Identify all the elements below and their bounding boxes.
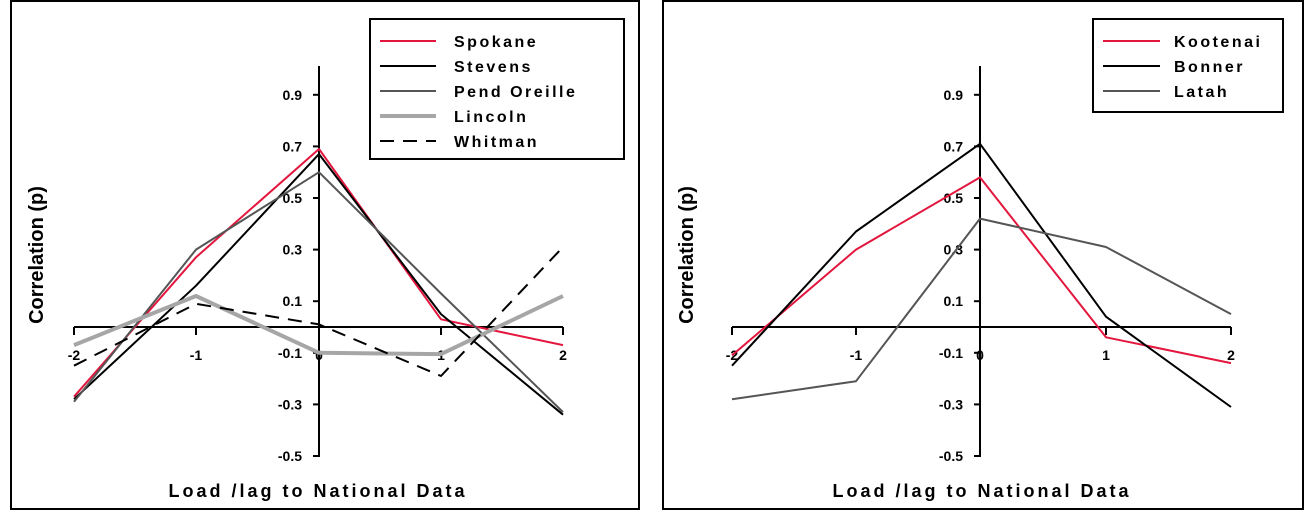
series-line-spokane <box>73 148 564 398</box>
x-tick-label: -2 <box>68 347 81 363</box>
legend-label-spokane: Spokane <box>454 34 538 51</box>
x-tick-label: 1 <box>1102 347 1110 363</box>
plot-area: 0.90.70.50.30.1-0.1-0.3-0.5-2 -1 0 1 2 <box>726 66 1235 464</box>
x-axis-title: Load /lag to National Data <box>168 481 467 501</box>
y-tick-label: 0.9 <box>944 87 964 103</box>
legend-label-lincoln: Lincoln <box>454 109 528 126</box>
series-line-bonner <box>731 142 1232 408</box>
y-tick-label: 0.5 <box>283 190 303 206</box>
y-tick-label: 0.7 <box>944 138 964 154</box>
y-tick-label: 0.9 <box>283 87 303 103</box>
x-tick-label: 2 <box>559 347 567 363</box>
x-tick-label: 2 <box>1227 347 1235 363</box>
legend: Spokane Stevens Pend Oreille Lincoln Whitman <box>369 18 625 160</box>
y-tick-label: -0.1 <box>939 345 963 361</box>
y-tick-label: 0.1 <box>283 293 303 309</box>
chart-panel-left: 0.9 0.7 0.5 0.3 0.1 -0.1 -0.3 -0.5 -2 -1 0 1 2 Corre… <box>0 0 640 510</box>
x-tick-label: 0 <box>976 347 984 363</box>
x-axis-title: Load /lag to National Data <box>832 481 1131 501</box>
x-tick-label: 0 <box>315 347 323 363</box>
y-tick-label: -0.5 <box>278 448 302 464</box>
legend-label-pend-oreille: Pend Oreille <box>454 84 577 101</box>
y-axis-title: Correlation (p) <box>676 186 698 324</box>
series-line-latah <box>731 217 1232 401</box>
series-line-whitman <box>73 246 564 377</box>
y-tick-label: 0.1 <box>944 293 964 309</box>
plot-area: 0.90.70.50.30.1-0.1-0.3-0.5-2 -1 0 1 2 <box>68 66 567 464</box>
series-line-stevens <box>73 153 564 416</box>
y-tick-label: -0.1 <box>278 345 302 361</box>
y-tick-label: 0.5 <box>944 190 964 206</box>
chart-panel-right: 0.9 0.7 0.5 0.3 0.1 -0.1 -0.3 -0.5 -2 -1 0 1 2 Corre… <box>662 0 1304 510</box>
legend-label-stevens: Stevens <box>454 59 533 76</box>
series-line-lincoln <box>73 294 564 357</box>
y-tick-label: -0.5 <box>939 448 963 464</box>
legend-label-bonner: Bonner <box>1174 59 1245 76</box>
y-tick-label: -0.3 <box>939 396 963 412</box>
legend-label-kootenai: Kootenai <box>1174 34 1262 51</box>
legend: Kootenai Bonner Latah <box>1092 18 1284 113</box>
x-tick-label: -1 <box>190 347 203 363</box>
legend-label-whitman: Whitman <box>454 134 539 151</box>
chart-right: 0.90.70.50.30.1-0.1-0.3-0.5-2 -1 0 1 2 Corre… <box>662 0 1304 510</box>
legend-label-latah: Latah <box>1174 84 1229 101</box>
chart-left: 0.90.70.50.30.1-0.1-0.3-0.5-2 -1 0 1 2 Corre… <box>10 0 640 510</box>
y-tick-label: 0.3 <box>283 242 303 258</box>
y-axis-title: Correlation (p) <box>26 186 48 324</box>
legend-box <box>369 18 625 160</box>
y-tick-label: -0.3 <box>278 396 302 412</box>
x-tick-label: -1 <box>850 347 863 363</box>
y-tick-label: 0.7 <box>283 138 303 154</box>
